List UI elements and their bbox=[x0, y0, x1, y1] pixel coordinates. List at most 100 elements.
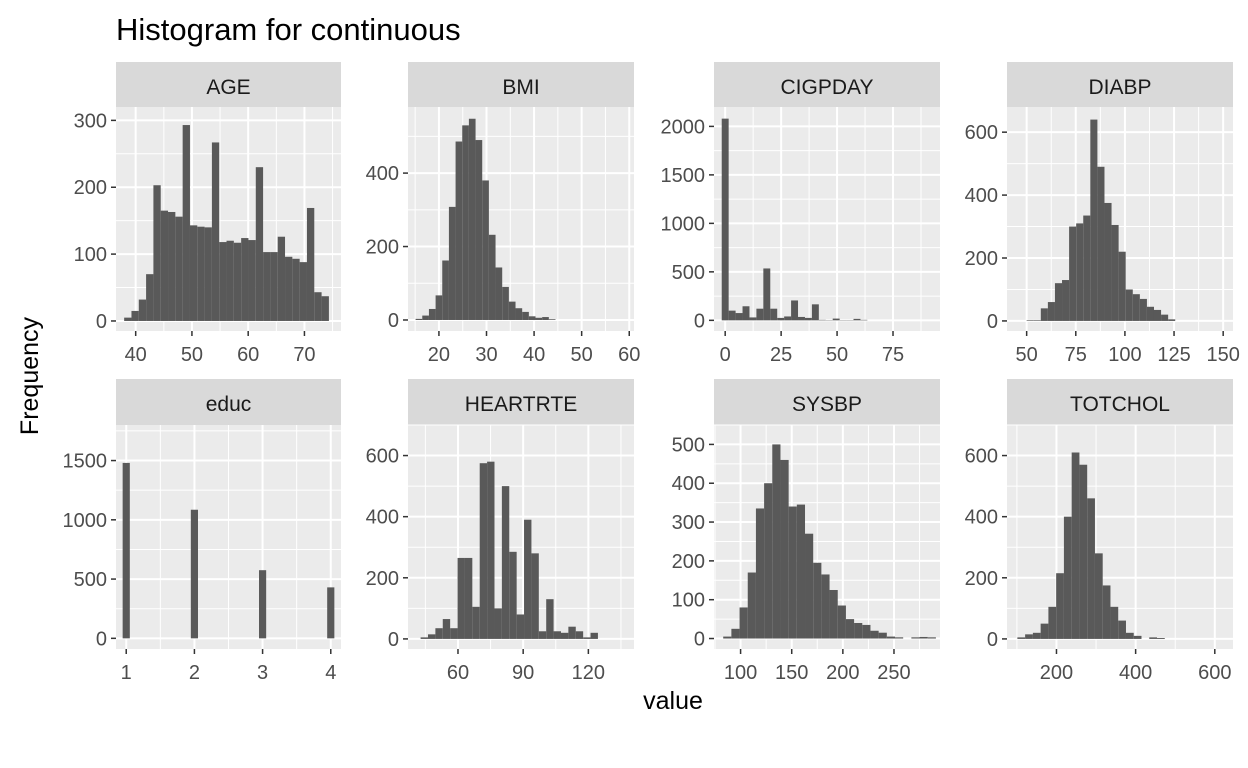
y-tick-label: 1000 bbox=[63, 510, 108, 532]
x-tick-label: 50 bbox=[181, 344, 203, 366]
histogram-bar bbox=[509, 551, 517, 639]
x-tick-label: 50 bbox=[571, 344, 593, 366]
facet-label-totchol: TOTCHOL bbox=[1070, 393, 1170, 416]
facet-label-cigpday: CIGPDAY bbox=[781, 76, 874, 99]
y-tick-label: 100 bbox=[672, 590, 705, 612]
histogram-bar bbox=[560, 632, 569, 639]
panel-background-totchol bbox=[1007, 425, 1233, 649]
histogram-bar bbox=[435, 295, 443, 320]
y-tick-label: 0 bbox=[987, 629, 998, 651]
histogram-bar bbox=[1097, 166, 1105, 321]
x-tick-label: 120 bbox=[572, 662, 605, 684]
histogram-bar bbox=[442, 260, 449, 320]
facet-cigpday: CIGPDAY 0 500 1000 1500 2000 0 25 50 75 bbox=[661, 62, 940, 366]
histogram-bar bbox=[420, 637, 428, 639]
x-tick-label: 25 bbox=[770, 344, 792, 366]
histogram-bar bbox=[739, 607, 748, 639]
x-tick-label: 60 bbox=[618, 344, 640, 366]
histogram-bar bbox=[542, 317, 549, 320]
x-axis-title: value bbox=[643, 687, 703, 715]
histogram-bar bbox=[457, 557, 465, 639]
y-tick-label: 1500 bbox=[661, 165, 706, 187]
histogram-bar bbox=[131, 310, 139, 321]
histogram-bar bbox=[515, 308, 523, 320]
y-tick-label: 2000 bbox=[661, 116, 706, 138]
histogram-bar bbox=[832, 318, 840, 321]
histogram-bar bbox=[886, 636, 896, 639]
y-tick-label: 300 bbox=[672, 512, 705, 534]
x-tick-label: 1 bbox=[121, 662, 132, 684]
y-tick-label: 400 bbox=[965, 507, 998, 529]
histogram-bar bbox=[488, 234, 496, 320]
x-tick-label: 4 bbox=[325, 662, 336, 684]
histogram-bar bbox=[1063, 516, 1072, 639]
x-tick-label: 150 bbox=[1206, 344, 1239, 366]
histogram-bar bbox=[1071, 452, 1080, 639]
facet-label-age: AGE bbox=[206, 76, 250, 99]
histogram-bar bbox=[735, 313, 743, 321]
y-tick-label: 1000 bbox=[661, 213, 706, 235]
histogram-bar bbox=[277, 236, 286, 321]
histogram-bar bbox=[911, 637, 920, 639]
histogram-bar bbox=[524, 519, 532, 639]
histogram-bar bbox=[427, 634, 436, 639]
histogram-bar bbox=[837, 605, 846, 639]
histogram-bar bbox=[575, 631, 584, 639]
x-tick-label: 2 bbox=[189, 662, 200, 684]
x-tick-label: 150 bbox=[775, 662, 808, 684]
histogram-bar bbox=[292, 258, 300, 321]
histogram-bar bbox=[501, 486, 510, 639]
facet-strip-diabp bbox=[1007, 62, 1233, 107]
histogram-bar bbox=[462, 125, 469, 320]
histogram-bar bbox=[1032, 632, 1041, 639]
y-tick-label: 0 bbox=[987, 311, 998, 333]
histogram-bar bbox=[508, 301, 516, 320]
histogram-bar bbox=[583, 637, 591, 639]
histogram-bar bbox=[475, 140, 483, 320]
y-tick-label: 400 bbox=[366, 507, 399, 529]
x-tick-label: 3 bbox=[257, 662, 268, 684]
histogram-bar bbox=[435, 628, 443, 639]
x-tick-label: 600 bbox=[1198, 662, 1231, 684]
x-tick-label: 70 bbox=[293, 344, 315, 366]
histogram-bar bbox=[1146, 306, 1154, 321]
histogram-bar bbox=[1157, 637, 1165, 639]
x-tick-label: 100 bbox=[1108, 344, 1141, 366]
histogram-bar bbox=[878, 632, 887, 639]
facet-educ: educ 0 500 1000 1500 1 2 3 4 bbox=[63, 379, 341, 684]
histogram-bar bbox=[204, 227, 212, 321]
histogram-bar bbox=[1090, 119, 1098, 321]
histogram-bar bbox=[1076, 223, 1084, 321]
histogram-bar bbox=[805, 533, 814, 639]
facet-label-heartrte: HEARTRTE bbox=[465, 393, 577, 416]
histogram-bar bbox=[1062, 280, 1070, 321]
x-tick-label: 30 bbox=[475, 344, 497, 366]
histogram-bar bbox=[764, 483, 773, 639]
histogram-bar bbox=[494, 608, 502, 639]
histogram-bar bbox=[442, 619, 451, 639]
histogram-bar bbox=[829, 589, 838, 639]
histogram-bar bbox=[1069, 226, 1077, 321]
histogram-bar bbox=[175, 216, 183, 321]
histogram-bar bbox=[182, 125, 190, 321]
y-tick-label: 100 bbox=[74, 244, 107, 266]
facet-strip-age bbox=[116, 62, 341, 107]
histogram-bar bbox=[862, 624, 871, 639]
histogram-bar bbox=[464, 557, 473, 639]
histogram-bar bbox=[1110, 606, 1119, 639]
histogram-bar bbox=[306, 207, 315, 321]
histogram-bar bbox=[756, 308, 764, 321]
histogram-bar bbox=[548, 319, 556, 320]
histogram-bar bbox=[845, 619, 855, 639]
y-tick-label: 600 bbox=[965, 122, 998, 144]
y-tick-label: 200 bbox=[74, 177, 107, 199]
x-tick-label: 200 bbox=[1040, 662, 1073, 684]
y-tick-label: 200 bbox=[366, 568, 399, 590]
histogram-bar bbox=[153, 185, 161, 321]
histogram-bar bbox=[1125, 289, 1133, 321]
histogram-bar bbox=[804, 317, 812, 321]
facet-strip-educ bbox=[116, 379, 341, 425]
histogram-bar bbox=[455, 141, 463, 320]
histogram-bar bbox=[742, 306, 750, 321]
histogram-bar bbox=[528, 316, 536, 320]
